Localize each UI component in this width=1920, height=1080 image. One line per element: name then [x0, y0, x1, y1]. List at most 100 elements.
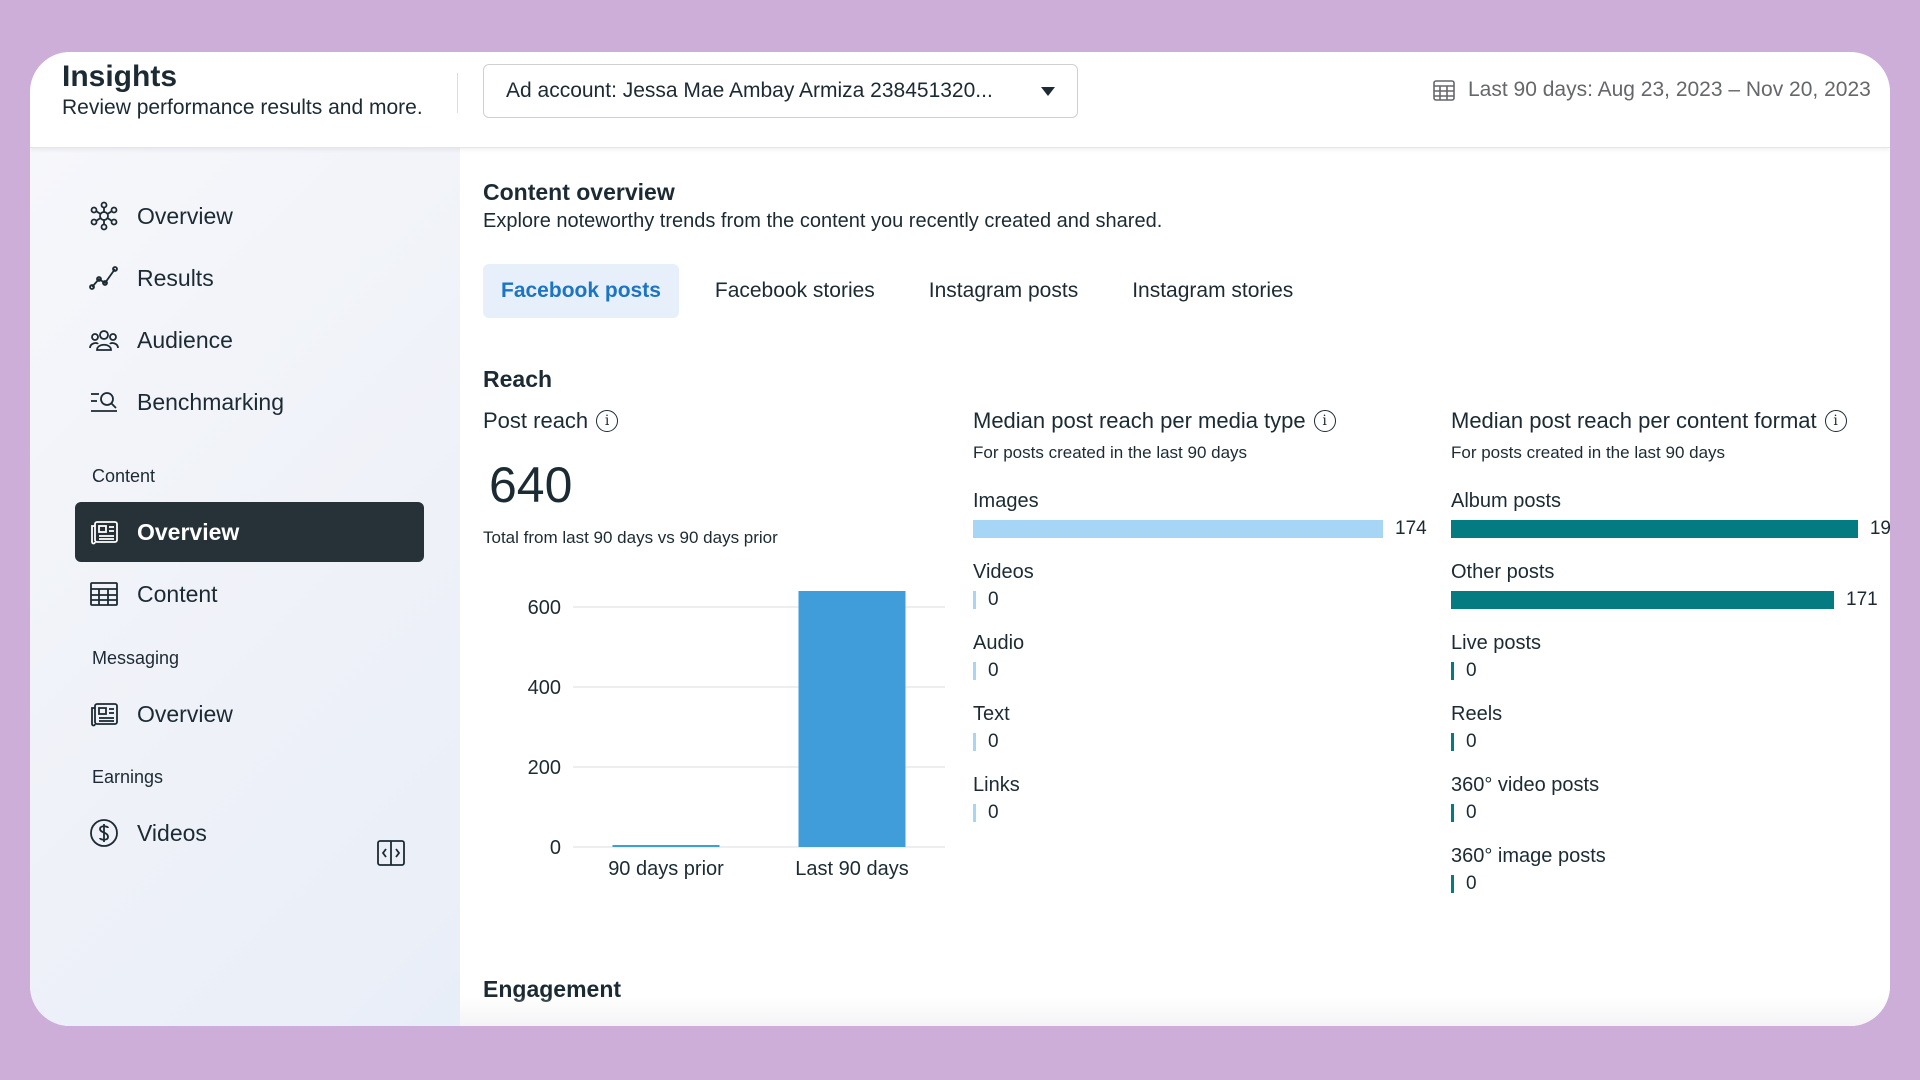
- overview-network-icon: [89, 201, 119, 231]
- content-overview-panel: Content overview Explore noteworthy tren…: [460, 156, 1890, 1026]
- sidebar-item-label: Videos: [137, 819, 207, 846]
- sidebar-item-overview[interactable]: Overview: [75, 186, 424, 246]
- bar-category-label: Text: [973, 703, 1010, 725]
- audience-people-icon: [89, 325, 119, 355]
- section-label-messaging: Messaging: [92, 648, 180, 668]
- section-subtitle: Explore noteworthy trends from the conte…: [483, 210, 1163, 232]
- benchmarking-search-icon: [89, 387, 119, 417]
- sidebar-item-content[interactable]: Content: [75, 564, 424, 624]
- sidebar-item-results[interactable]: Results: [75, 248, 424, 308]
- bar-zero-tick: [973, 662, 976, 680]
- post-reach-chart: 0 200 400 600 90 days prior Last 90 days: [528, 591, 945, 880]
- bar-row: 0: [1451, 798, 1890, 828]
- bar-row: 0: [1451, 656, 1890, 686]
- media-type-label: Median post reach per media type: [973, 408, 1306, 433]
- bar-category-label: Videos: [973, 561, 1034, 583]
- bar-row: 0: [973, 585, 1443, 615]
- info-icon[interactable]: i: [1313, 410, 1336, 432]
- table-icon: [89, 579, 119, 609]
- sidebar-item-benchmarking[interactable]: Benchmarking: [75, 372, 424, 432]
- content-format-bars: Album posts 19 Other posts 171 Live posts 0 Re…: [1451, 488, 1890, 914]
- bar: [1451, 591, 1834, 609]
- post-reach-label: Post reach: [483, 408, 589, 433]
- sidebar-item-label: Content: [137, 580, 218, 607]
- tab-instagram-posts[interactable]: Instagram posts: [928, 279, 1079, 302]
- caret-down-icon: [1041, 86, 1055, 96]
- date-range-picker[interactable]: Last 90 days: Aug 23, 2023 – Nov 20, 202…: [1432, 78, 1871, 102]
- bar: [1451, 520, 1858, 538]
- bar-value-label: 174: [1395, 518, 1427, 539]
- bar-category-label: Reels: [1451, 703, 1503, 725]
- page-subtitle: Review performance results and more.: [62, 96, 423, 119]
- bar-value-label: 19: [1869, 518, 1890, 539]
- bar-value-label: 0: [1466, 660, 1477, 681]
- bar-value-label: 0: [988, 660, 999, 681]
- bar-row: 0: [973, 727, 1443, 757]
- calendar-icon: [1433, 80, 1455, 101]
- sidebar-item-label: Overview: [137, 700, 233, 727]
- post-reach-note: Total from last 90 days vs 90 days prior: [483, 528, 778, 547]
- insights-window: Insights Review performance results and …: [30, 52, 1890, 1026]
- bar-zero-tick: [1451, 733, 1454, 751]
- ad-account-dropdown[interactable]: Ad account: Jessa Mae Ambay Armiza 23845…: [483, 64, 1078, 118]
- tab-facebook-stories[interactable]: Facebook stories: [714, 279, 875, 302]
- sidebar-item-audience[interactable]: Audience: [75, 310, 424, 370]
- bar-category-label: 360° video posts: [1451, 774, 1600, 796]
- info-icon[interactable]: i: [1824, 410, 1847, 432]
- bar: [612, 845, 720, 847]
- bar-zero-tick: [1451, 804, 1454, 822]
- section-label-earnings: Earnings: [92, 767, 164, 787]
- date-range-label: Last 90 days: Aug 23, 2023 – Nov 20, 202…: [1468, 78, 1871, 101]
- sidebar-item-label: Audience: [137, 326, 233, 353]
- content-format-title: Median post reach per content format i: [1451, 408, 1847, 434]
- bar-row: 174: [973, 514, 1443, 544]
- media-type-bars: Images 174 Videos 0 Audio 0 Text 0 Links 0: [973, 488, 1443, 843]
- page-title: Insights: [62, 60, 178, 93]
- sidebar-item-videos[interactable]: Videos: [75, 803, 424, 863]
- collapse-sidebar-icon[interactable]: [376, 838, 406, 868]
- bar-value-label: 171: [1846, 589, 1878, 610]
- bar-category-label: Other posts: [1451, 561, 1555, 583]
- results-chart-icon: [89, 263, 119, 293]
- sidebar-item-content-overview[interactable]: Overview: [75, 502, 424, 562]
- sidebar-item-messaging-overview[interactable]: Overview: [75, 684, 424, 744]
- sidebar-item-label: Overview: [137, 518, 240, 545]
- sidebar-item-label: Benchmarking: [137, 388, 285, 415]
- bar-category-label: Album posts: [1451, 490, 1562, 512]
- bar-category-label: Live posts: [1451, 632, 1542, 654]
- ad-account-label: Ad account: Jessa Mae Ambay Armiza 23845…: [506, 79, 993, 102]
- bar-category-label: 360° image posts: [1451, 845, 1606, 867]
- bar-row: 0: [1451, 727, 1890, 757]
- bar-value-label: 0: [1466, 873, 1477, 894]
- tab-facebook-posts[interactable]: Facebook posts: [483, 264, 679, 318]
- bar-row: 19: [1451, 514, 1890, 544]
- bar-row: 0: [973, 798, 1443, 828]
- bar-zero-tick: [973, 591, 976, 609]
- content-format-label: Median post reach per content format: [1451, 408, 1817, 433]
- bottom-fade: [460, 996, 1890, 1026]
- section-label-content: Content: [92, 466, 156, 486]
- bar-row: 171: [1451, 585, 1890, 615]
- bar: [798, 591, 906, 847]
- info-icon[interactable]: i: [596, 410, 619, 432]
- tab-instagram-stories[interactable]: Instagram stories: [1132, 279, 1294, 302]
- header: Insights Review performance results and …: [30, 52, 1890, 148]
- x-tick-label: Last 90 days: [795, 858, 908, 880]
- y-tick-label: 400: [528, 677, 561, 699]
- tab-bar: Facebook posts Facebook stories Instagra…: [483, 264, 1329, 318]
- content-overview-icon: [89, 517, 119, 547]
- bar: [973, 520, 1383, 538]
- bar-category-label: Links: [973, 774, 1020, 796]
- reach-heading: Reach: [483, 366, 553, 392]
- bar-zero-tick: [1451, 662, 1454, 680]
- bar-value-label: 0: [1466, 731, 1477, 752]
- x-tick-label: 90 days prior: [608, 858, 724, 880]
- bar-row: 0: [1451, 869, 1890, 899]
- sidebar-item-label: Overview: [137, 202, 233, 229]
- bar-zero-tick: [1451, 875, 1454, 893]
- bar-category-label: Images: [973, 490, 1039, 512]
- y-tick-label: 600: [528, 597, 561, 619]
- y-tick-label: 200: [528, 757, 561, 779]
- bar-zero-tick: [973, 804, 976, 822]
- y-tick-label: 0: [550, 837, 561, 859]
